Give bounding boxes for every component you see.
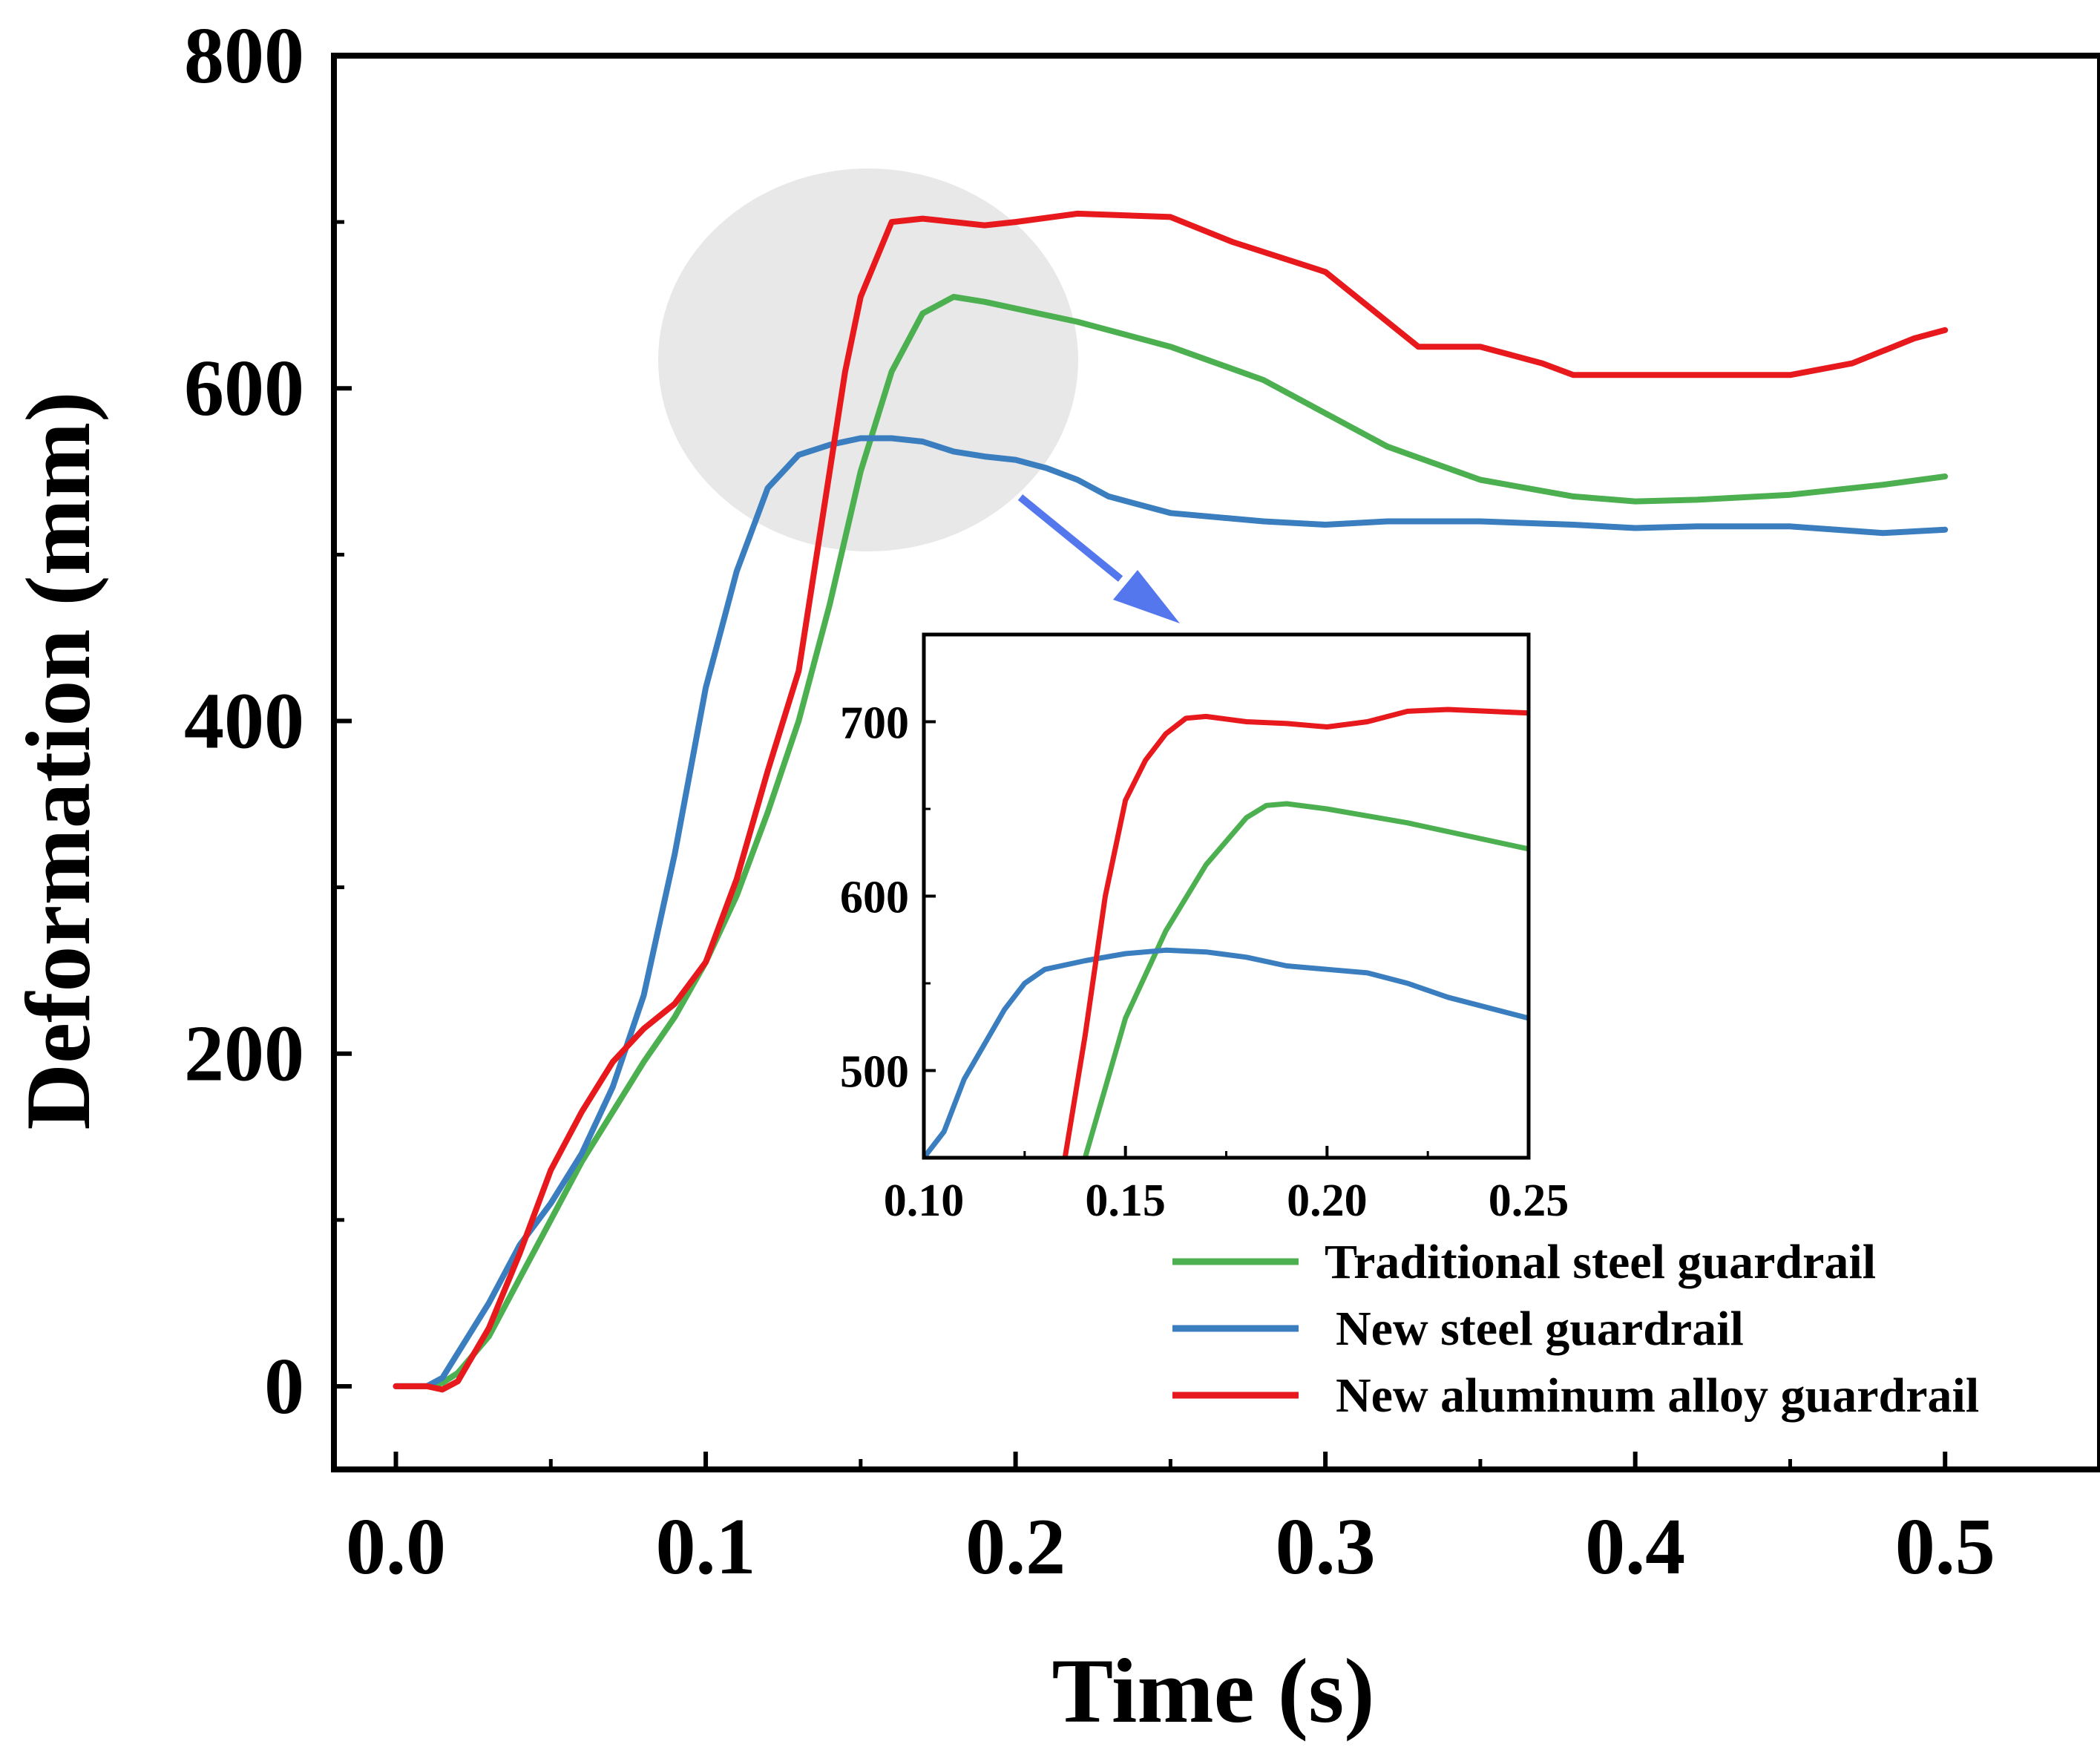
y-tick-label: 600 [184, 344, 304, 433]
x-tick-label: 0.0 [346, 1503, 446, 1591]
y-tick-label: 400 [184, 677, 304, 765]
inset-x-tick-label: 0.25 [1489, 1176, 1569, 1226]
series-line-new-aluminum-alloy-guardrail [393, 210, 1949, 1393]
main-series-group [393, 210, 1949, 1393]
inset-x-tick-label: 0.15 [1085, 1176, 1166, 1226]
y-tick-label: 0 [264, 1343, 304, 1431]
inset-y-tick-label: 600 [840, 873, 909, 923]
inset-series-line-traditional-steel-guardrail [1082, 801, 1529, 1158]
main-x-axis: 0.0 0.1 0.2 0.3 0.4 0.5 [346, 1452, 1995, 1591]
legend-label: Traditional steel guardrail [1325, 1235, 1876, 1289]
inset-x-tick-label: 0.20 [1287, 1176, 1368, 1226]
inset-y-tick-label: 700 [840, 698, 909, 749]
legend-label: New aluminum alloy guardrail [1336, 1369, 1979, 1423]
x-tick-label: 0.3 [1276, 1503, 1376, 1591]
y-axis-title: Deformation (mm) [7, 391, 109, 1130]
inset-y-axis: 500 600 700 [840, 698, 936, 1098]
x-tick-label: 0.4 [1585, 1503, 1685, 1591]
x-tick-label: 0.1 [656, 1503, 756, 1591]
main-y-axis: 0 200 400 600 800 [184, 12, 352, 1431]
inset-background [924, 635, 1529, 1158]
legend: Traditional steel guardrail New steel gua… [1172, 1235, 1979, 1423]
main-plot-frame [331, 53, 2100, 1472]
inset-series-group [924, 707, 1529, 1158]
x-tick-label: 0.2 [965, 1503, 1066, 1591]
inset-x-axis: 0.10 0.15 0.20 0.25 [884, 1146, 1569, 1226]
legend-label: New steel guardrail [1336, 1302, 1744, 1356]
y-tick-label: 200 [184, 1010, 304, 1098]
inset-series-line-new-steel-guardrail [924, 947, 1529, 1158]
zoom-highlight-ellipse [658, 168, 1078, 551]
x-axis-title: Time (s) [1051, 1640, 1374, 1742]
zoom-arrow [1017, 494, 1180, 623]
y-tick-label: 800 [184, 12, 304, 100]
x-tick-label: 0.5 [1895, 1503, 1995, 1591]
inset-y-tick-label: 500 [840, 1047, 909, 1098]
inset-series-line-new-aluminum-alloy-guardrail [1062, 707, 1529, 1158]
series-line-new-steel-guardrail [393, 435, 1949, 1389]
inset-x-tick-label: 0.10 [884, 1176, 965, 1226]
series-line-traditional-steel-guardrail [393, 294, 1949, 1389]
